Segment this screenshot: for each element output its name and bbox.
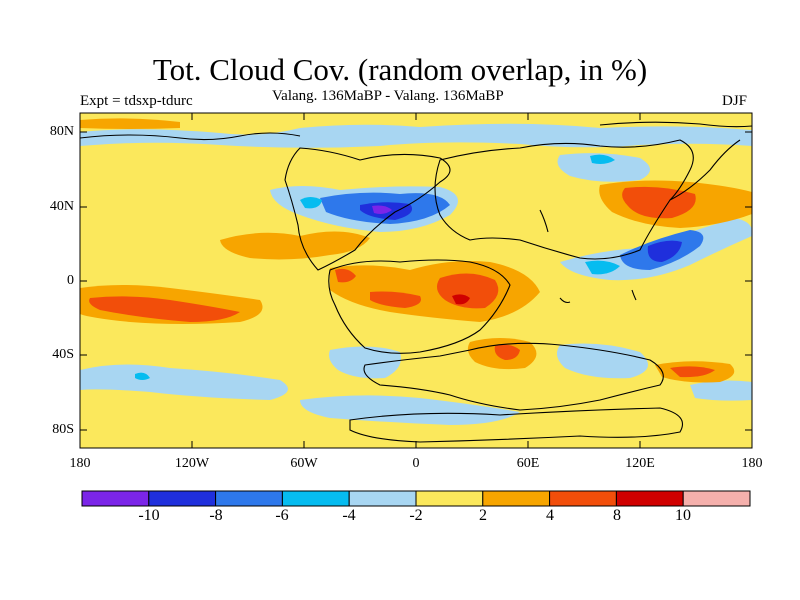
coastline-pacific-islands xyxy=(539,209,637,304)
tick-marks xyxy=(79,113,753,448)
colorbar-swatch xyxy=(281,490,350,507)
contour-red-orange-east-pacific xyxy=(670,366,715,378)
colorbar-swatch xyxy=(215,490,283,507)
colorbar-label: 4 xyxy=(546,507,554,524)
contour-red-orange-central-pangea xyxy=(436,273,499,309)
contour-light-blue-south-pacific xyxy=(80,364,288,400)
colorbar-swatch xyxy=(148,490,217,507)
contour-cyan-west-pacific xyxy=(585,260,620,275)
x-tick-label: 0 xyxy=(412,456,420,471)
coastline-south-america-africa xyxy=(328,259,511,354)
contour-light-blue-southern xyxy=(300,395,520,425)
colorbar-swatch xyxy=(682,490,751,507)
x-tick-label: 120W xyxy=(174,456,210,471)
contour-red-orange-west-atlantic xyxy=(335,268,356,283)
colorbar-label: -10 xyxy=(138,507,160,524)
colorbar-label: -2 xyxy=(409,507,423,524)
x-tick-label: 60E xyxy=(516,456,540,471)
colorbar xyxy=(81,490,751,507)
x-tick-label: 120E xyxy=(625,456,655,471)
contour-cyan-siberia xyxy=(590,154,615,164)
colorbar-swatch xyxy=(615,490,684,507)
coastline-north-america xyxy=(284,147,451,271)
x-tick-label: 60W xyxy=(290,456,318,471)
contour-light-blue-south-atlantic xyxy=(329,346,401,379)
chart-title: Tot. Cloud Cov. (random overlap, in %) xyxy=(152,52,648,87)
contour-light-blue-siberia xyxy=(557,153,650,182)
colorbar-label: 10 xyxy=(675,507,691,524)
colorbar-swatch xyxy=(482,490,551,507)
contour-dark-blue-west-pacific xyxy=(647,240,682,262)
contour-red-orange-east-asia xyxy=(622,186,696,219)
y-tick-label: 0 xyxy=(67,273,74,288)
anomaly-field xyxy=(80,118,752,425)
y-tick-label: 40N xyxy=(49,199,74,214)
colorbar-swatch xyxy=(348,490,417,507)
coastline-antarctica xyxy=(349,407,684,443)
colorbar-swatch xyxy=(81,490,150,507)
contour-cyan-south-pacific xyxy=(135,372,150,380)
coastline-japan-arc xyxy=(669,139,741,201)
contour-orange-arctic xyxy=(80,118,180,129)
colorbar-label: -4 xyxy=(342,507,356,524)
contour-orange-tropics xyxy=(330,261,540,322)
contour-light-blue-east-pacific xyxy=(690,380,752,401)
contour-light-blue-indian xyxy=(556,343,648,379)
coastlines xyxy=(80,121,752,443)
y-tick-label: 80N xyxy=(49,124,74,139)
coastline-arctic-islands xyxy=(80,121,752,141)
contour-dark-red-central-pangea xyxy=(452,294,470,305)
contour-red-orange-tropical-atlantic xyxy=(370,291,421,308)
colorbar-swatch xyxy=(549,490,617,507)
contour-red-orange-south-indian xyxy=(494,344,520,360)
season-label: DJF xyxy=(722,93,748,109)
y-tick-label: 80S xyxy=(52,422,74,437)
y-tick-label: 40S xyxy=(52,347,74,362)
colorbar-label: -8 xyxy=(209,507,223,524)
x-tick-label: 180 xyxy=(741,456,763,471)
colorbar-label: 2 xyxy=(479,507,487,524)
colorbar-label: -6 xyxy=(275,507,289,524)
experiment-label: Expt = tdsxp-tdurc xyxy=(80,93,193,109)
contour-orange-north-atlantic xyxy=(220,231,370,260)
contour-red-orange-south-pacific xyxy=(89,296,240,322)
colorbar-label: 8 xyxy=(613,507,621,524)
coastline-eurasia xyxy=(434,139,694,260)
contour-light-blue-arctic xyxy=(80,123,752,148)
contour-purple-atlantic xyxy=(372,205,392,214)
colorbar-swatch xyxy=(415,490,484,507)
coastline-east-gondwana xyxy=(363,342,664,411)
contour-cyan-atlantic xyxy=(300,197,322,209)
chart-subtitle: Valang. 136MaBP - Valang. 136MaBP xyxy=(272,88,504,104)
x-tick-label: 180 xyxy=(69,456,91,471)
